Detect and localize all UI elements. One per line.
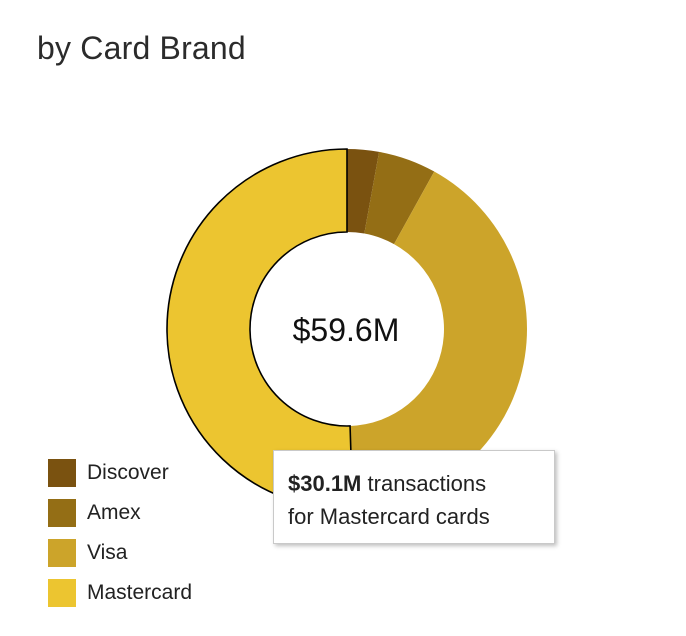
donut-slices xyxy=(166,148,527,510)
slice-discover[interactable] xyxy=(347,149,380,234)
legend-item-amex[interactable]: Amex xyxy=(48,493,192,533)
legend-item-visa[interactable]: Visa xyxy=(48,533,192,573)
legend-item-discover[interactable]: Discover xyxy=(48,453,192,493)
legend: Discover Amex Visa Mastercard xyxy=(48,453,192,613)
slice-amex[interactable] xyxy=(364,151,435,245)
tooltip-line-1: $30.1M transactions xyxy=(288,467,554,500)
tooltip-line-1-text: transactions xyxy=(367,471,487,496)
legend-swatch-visa xyxy=(48,539,76,567)
tooltip-line-2: for Mastercard cards xyxy=(288,504,490,529)
tooltip: $30.1M transactions for Mastercard cards xyxy=(273,450,555,544)
legend-swatch-mastercard xyxy=(48,579,76,607)
tooltip-value: $30.1M xyxy=(288,471,362,496)
legend-label-discover: Discover xyxy=(87,461,169,484)
slice-mastercard[interactable] xyxy=(166,148,354,510)
legend-label-visa: Visa xyxy=(87,541,128,564)
slice-visa[interactable] xyxy=(350,171,527,509)
legend-label-mastercard: Mastercard xyxy=(87,581,193,604)
legend-swatch-amex xyxy=(48,499,76,527)
legend-swatch-discover xyxy=(48,459,76,487)
legend-label-amex: Amex xyxy=(87,501,141,524)
donut-center-total: $59.6M xyxy=(293,312,400,348)
legend-item-mastercard[interactable]: Mastercard xyxy=(48,573,192,613)
chart-title: by Card Brand xyxy=(37,30,246,66)
